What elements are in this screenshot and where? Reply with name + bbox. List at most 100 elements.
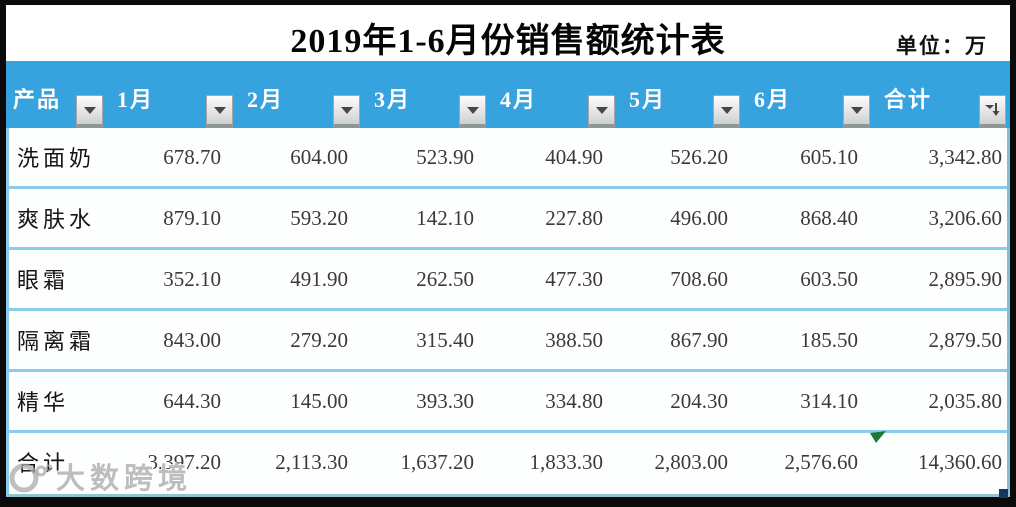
value-cell: 867.90 <box>670 327 728 352</box>
filter-dropdown-button[interactable] <box>588 95 615 128</box>
value-cell: 523.90 <box>416 144 474 169</box>
table-row: 眼霜 352.10 491.90 262.50 477.30 708.60 60… <box>6 250 1010 308</box>
table-row: 精华 644.30 145.00 393.30 334.80 204.30 31… <box>6 372 1010 430</box>
header-cell-mar: 3月 <box>362 61 488 128</box>
product-cell: 精华 <box>17 391 70 416</box>
filter-dropdown-button[interactable] <box>843 95 870 128</box>
value-cell: 1,637.20 <box>400 449 475 474</box>
value-cell: 593.20 <box>290 205 348 230</box>
value-cell: 404.90 <box>545 144 603 169</box>
grand-total-value: 14,360.60 <box>918 449 1002 474</box>
filter-dropdown-icon <box>213 106 226 114</box>
table-row: 洗面奶 678.70 604.00 523.90 404.90 526.20 6… <box>6 128 1010 186</box>
value-cell: 603.50 <box>800 266 858 291</box>
filter-sort-icon <box>985 103 1000 116</box>
total-cell: 2,879.50 <box>928 327 1003 352</box>
fill-handle[interactable] <box>999 489 1008 498</box>
filter-dropdown-icon <box>595 106 608 114</box>
value-cell: 315.40 <box>416 327 474 352</box>
row-divider <box>6 308 1010 311</box>
header-cell-product: 产品 <box>6 61 105 128</box>
column-header-label: 5月 <box>629 86 667 112</box>
filter-dropdown-icon <box>466 106 479 114</box>
product-cell: 合计 <box>17 452 70 477</box>
filter-dropdown-button[interactable] <box>206 95 233 128</box>
filter-dropdown-icon <box>720 106 733 114</box>
column-header-label: 3月 <box>374 86 412 112</box>
row-divider <box>6 430 1010 433</box>
header-cell-jun: 6月 <box>742 61 872 128</box>
formula-warning-icon <box>870 431 886 443</box>
value-cell: 204.30 <box>670 388 728 413</box>
value-cell: 491.90 <box>290 266 348 291</box>
value-cell: 879.10 <box>163 205 221 230</box>
value-cell: 2,803.00 <box>654 449 729 474</box>
column-header-label: 2月 <box>247 86 285 112</box>
total-cell: 3,206.60 <box>928 205 1003 230</box>
total-cell: 3,342.80 <box>928 144 1003 169</box>
value-cell: 604.00 <box>290 144 348 169</box>
row-divider <box>6 186 1010 189</box>
value-cell: 708.60 <box>670 266 728 291</box>
column-header-label: 合计 <box>884 86 933 112</box>
table-row: 隔离霜 843.00 279.20 315.40 388.50 867.90 1… <box>6 311 1010 369</box>
product-cell: 隔离霜 <box>17 330 96 355</box>
column-header-label: 产品 <box>13 86 62 112</box>
table-row-grand-total: 合计 3,397.20 2,113.30 1,637.20 1,833.30 2… <box>6 431 1010 491</box>
value-cell: 279.20 <box>290 327 348 352</box>
value-cell: 843.00 <box>163 327 221 352</box>
product-cell: 洗面奶 <box>17 147 96 172</box>
spreadsheet: 2019年1-6月份销售额统计表 单位：万 产品 1月 2月 3月 4月 <box>6 5 1010 497</box>
filter-dropdown-icon <box>83 106 96 114</box>
value-cell: 868.40 <box>800 205 858 230</box>
column-header-label: 6月 <box>754 86 792 112</box>
total-cell: 2,895.90 <box>928 266 1003 291</box>
header-cell-apr: 4月 <box>488 61 617 128</box>
value-cell: 314.10 <box>800 388 858 413</box>
header-cell-total: 合计 <box>872 61 1010 128</box>
value-cell: 2,113.30 <box>275 449 348 474</box>
value-cell: 185.50 <box>800 327 858 352</box>
filter-dropdown-button[interactable] <box>459 95 486 128</box>
filter-dropdown-button[interactable] <box>333 95 360 128</box>
filter-dropdown-icon <box>340 106 353 114</box>
value-cell: 227.80 <box>545 205 603 230</box>
value-cell: 605.10 <box>800 144 858 169</box>
table-body: 洗面奶 678.70 604.00 523.90 404.90 526.20 6… <box>6 128 1010 497</box>
table-header-row: 产品 1月 2月 3月 4月 5月 <box>6 61 1010 128</box>
value-cell: 1,833.30 <box>529 449 604 474</box>
table-bottom-border <box>6 494 1010 497</box>
page-title: 2019年1-6月份销售额统计表 <box>290 23 726 60</box>
value-cell: 477.30 <box>545 266 603 291</box>
grand-total-cell: 14,360.60 <box>870 431 1010 491</box>
value-cell: 2,576.60 <box>784 449 859 474</box>
value-cell: 145.00 <box>290 388 348 413</box>
column-header-label: 4月 <box>500 86 538 112</box>
filter-dropdown-icon <box>850 106 863 114</box>
header-cell-may: 5月 <box>617 61 742 128</box>
unit-label: 单位：万 <box>896 34 988 58</box>
table-left-border <box>6 128 9 497</box>
value-cell: 644.30 <box>163 388 221 413</box>
value-cell: 352.10 <box>163 266 221 291</box>
value-cell: 393.30 <box>416 388 474 413</box>
table-right-border <box>1007 128 1010 497</box>
value-cell: 526.20 <box>670 144 728 169</box>
row-divider <box>6 247 1010 250</box>
table-row: 爽肤水 879.10 593.20 142.10 227.80 496.00 8… <box>6 189 1010 247</box>
title-bar: 2019年1-6月份销售额统计表 单位：万 <box>6 5 1010 61</box>
value-cell: 678.70 <box>163 144 221 169</box>
value-cell: 496.00 <box>670 205 728 230</box>
value-cell: 3,397.20 <box>147 449 222 474</box>
value-cell: 334.80 <box>545 388 603 413</box>
row-divider <box>6 369 1010 372</box>
filter-sort-button[interactable] <box>979 95 1006 128</box>
filter-dropdown-button[interactable] <box>713 95 740 128</box>
value-cell: 142.10 <box>416 205 474 230</box>
header-cell-jan: 1月 <box>105 61 235 128</box>
product-cell: 眼霜 <box>17 269 70 294</box>
column-header-label: 1月 <box>117 86 155 112</box>
filter-dropdown-button[interactable] <box>76 95 103 128</box>
total-cell: 2,035.80 <box>928 388 1003 413</box>
